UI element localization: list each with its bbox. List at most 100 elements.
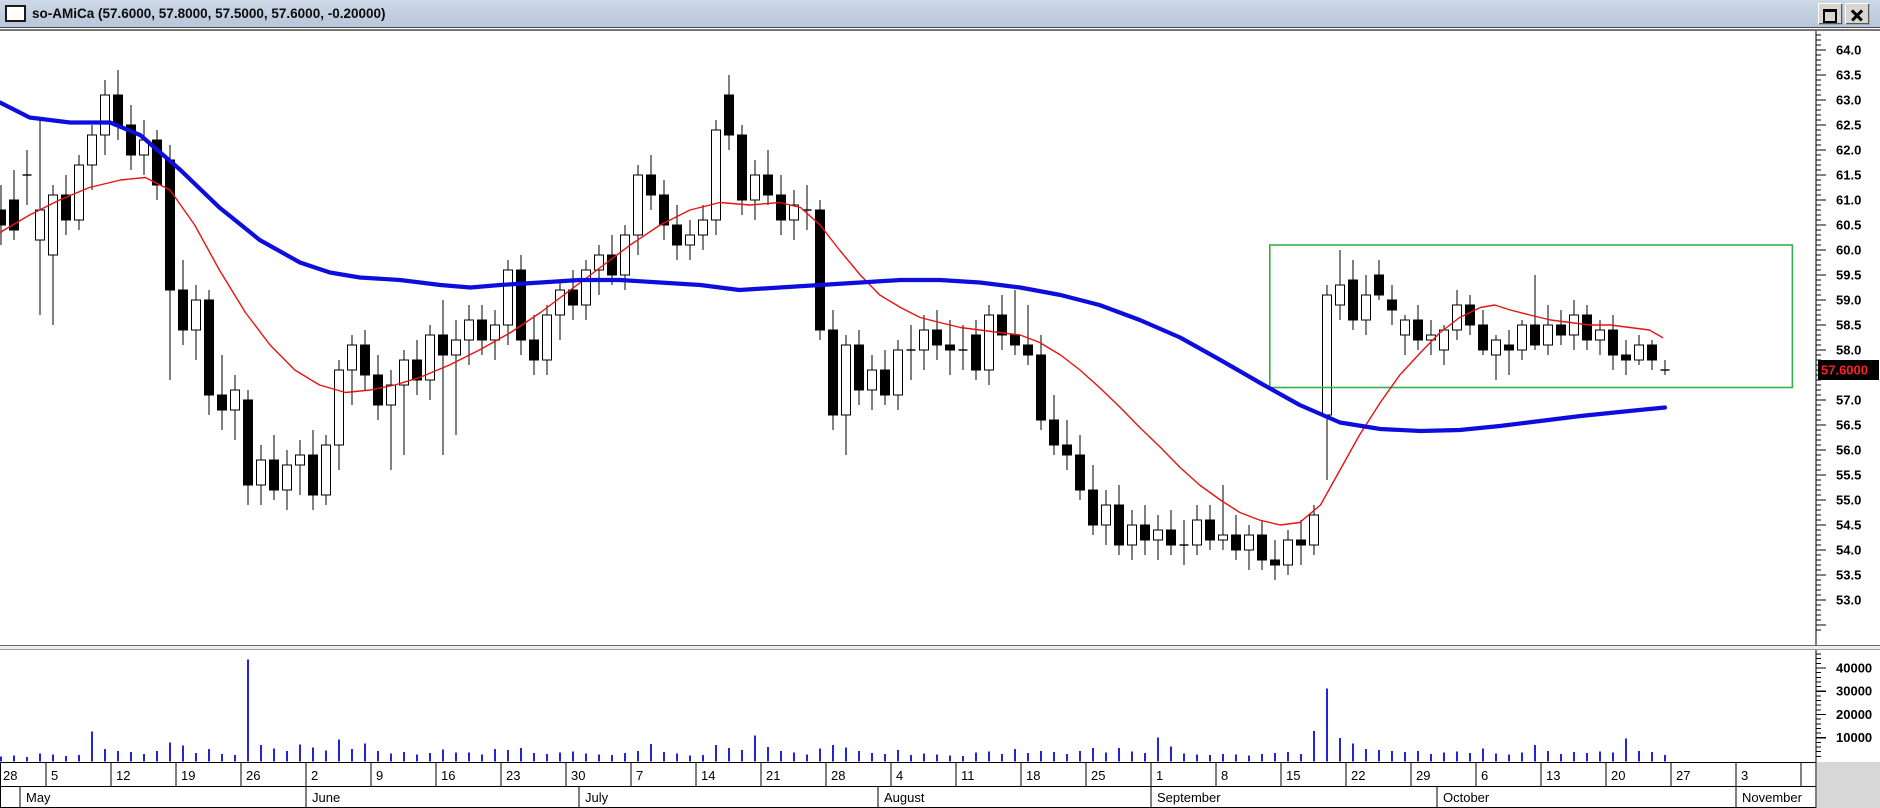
candlestick [698,219,708,236]
week-label: 15 [1286,768,1300,783]
close-button[interactable] [1845,3,1869,24]
candlestick [1010,334,1020,346]
window-title: so-AMiCa (57.6000, 57.8000, 57.5000, 57.… [32,6,386,21]
candlestick [1322,294,1332,416]
volume-tick-label: 10000 [1836,730,1872,745]
candlestick [815,209,825,331]
candlestick [1452,304,1462,331]
month-label: October [1443,790,1490,805]
ma-red-line [0,176,1664,526]
month-label: May [26,790,51,805]
price-tick-label: 55.0 [1836,493,1861,508]
chart-background[interactable] [0,28,1880,808]
candlestick [1595,329,1605,341]
week-label: 14 [701,768,715,783]
maximize-button[interactable] [1818,3,1842,24]
week-label: 28 [831,768,845,783]
candlestick [490,324,500,341]
candlestick [724,94,734,136]
annotation-box[interactable] [1269,244,1794,389]
candlestick [1504,344,1514,351]
candles [0,70,1670,580]
price-tick-label: 63.5 [1836,68,1861,83]
week-label: 22 [1351,768,1365,783]
price-tick-label: 60.0 [1836,243,1861,258]
candlestick [1127,524,1137,546]
candlestick [87,134,97,166]
volume-axis[interactable]: 40000 30000 20000 10000 [1815,650,1872,762]
candlestick [555,289,565,316]
candlestick [1374,274,1384,296]
candlestick [48,194,58,256]
chart-canvas[interactable]: 64.0 63.5 63.0 62.5 62.0 61.5 61.0 60.5 60.0 59.5… [0,28,1880,808]
candlestick [997,314,1007,336]
candlestick [295,454,305,466]
price-tick-label: 54.5 [1836,518,1861,533]
candlestick [685,234,695,246]
candlestick [1244,534,1254,551]
title-bar[interactable]: so-AMiCa (57.6000, 57.8000, 57.5000, 57.… [0,0,1880,28]
month-axis[interactable]: May June July August September October Novembe… [19,786,1803,807]
candlestick [880,369,890,396]
candlestick [438,334,448,356]
candlestick [1257,534,1267,561]
candlestick [1101,504,1111,526]
candlestick [386,384,396,406]
candlestick [1088,489,1098,526]
candlestick [620,234,630,276]
candlestick [1270,559,1280,566]
price-tick-label: 63.0 [1836,93,1861,108]
price-tick-label: 55.5 [1836,468,1861,483]
week-label: 25 [1091,768,1105,783]
candlestick [1621,354,1631,361]
candlestick [1140,524,1150,541]
candlestick [165,159,175,291]
candlestick [0,209,6,226]
month-label: June [312,790,340,805]
candlestick [893,349,903,396]
week-label: 1 [1156,768,1163,783]
candlestick [503,269,513,326]
month-label: August [884,790,925,805]
empty-axis-corner [1817,762,1880,808]
last-price-tag-bg [1818,360,1879,380]
candlestick [516,269,526,341]
price-tick-label: 58.5 [1836,318,1861,333]
candlestick [1413,319,1423,341]
week-label: 21 [766,768,780,783]
ma-red-line [0,176,1664,526]
candlestick [1205,519,1215,541]
candlestick [9,199,19,231]
candlestick [1335,284,1345,306]
candlestick [1439,329,1449,351]
candlestick [334,369,344,446]
week-label: 13 [1546,768,1560,783]
splitter-body[interactable] [0,645,1880,650]
candlestick [945,344,955,351]
month-label: July [585,790,609,805]
candlestick [828,329,838,416]
month-label: November [1742,790,1803,805]
candlestick [1569,314,1579,336]
candlestick [932,329,942,346]
candlestick [256,459,266,486]
price-tick-label: 62.0 [1836,143,1861,158]
volume-tick-label: 40000 [1836,660,1872,675]
trendbox-annotation[interactable] [1269,244,1794,389]
candlestick [672,224,682,246]
panel-splitter[interactable] [0,645,1880,650]
candlestick [360,344,370,376]
candlestick [308,454,318,496]
candlestick [347,344,357,371]
candlestick [1036,354,1046,421]
candlestick [1231,534,1241,551]
week-label: 23 [506,768,520,783]
week-label: 19 [181,768,195,783]
candlestick [1166,529,1176,546]
candlestick [269,459,279,491]
candlestick [1530,324,1540,346]
candlestick [126,124,136,156]
week-label: 4 [896,768,903,783]
candlestick [594,254,604,271]
candlestick [789,204,799,221]
